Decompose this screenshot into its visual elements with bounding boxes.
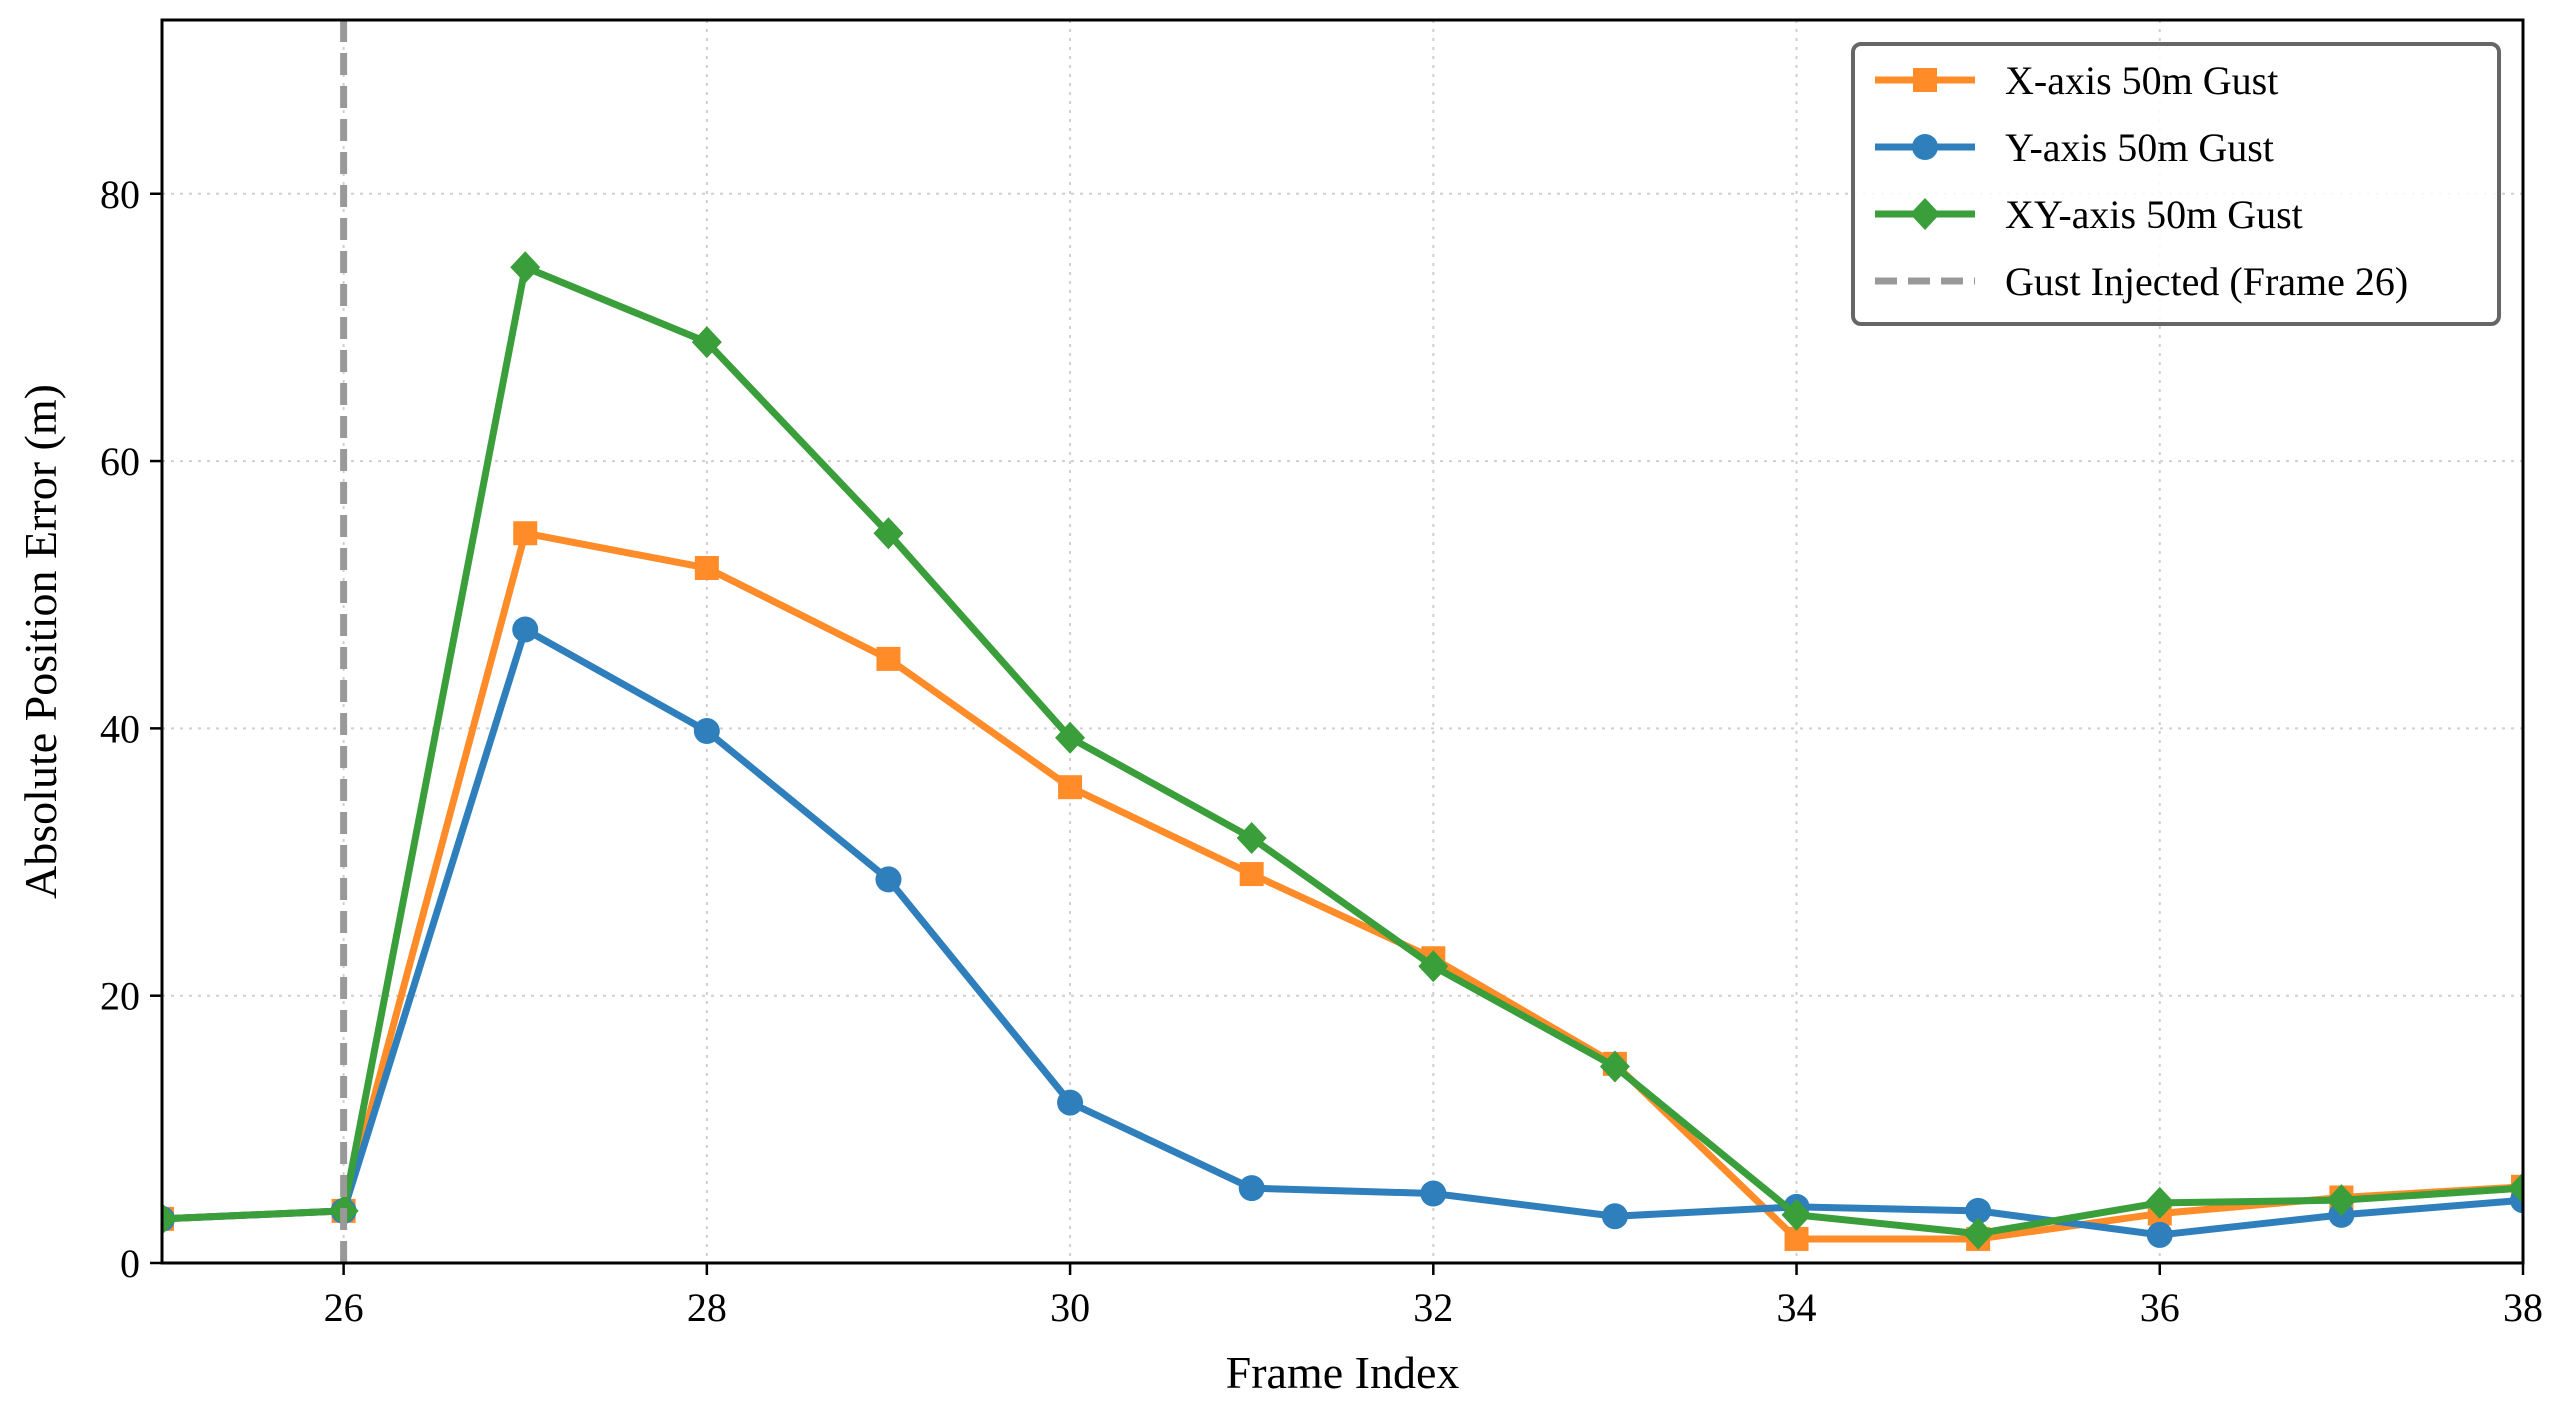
axis-ticks: 26 28 30 32 34 36 38 0 20 40 60 80 — [100, 172, 2543, 1330]
series-3-point — [1236, 821, 1267, 854]
series-2-point — [1057, 1089, 1084, 1116]
series-3-point — [1599, 1050, 1630, 1083]
series-3-point — [1055, 721, 1086, 754]
legend-entry: Gust Injected (Frame 26) — [1875, 259, 2408, 304]
series-3-point — [162, 1202, 177, 1235]
y-tick-label: 0 — [120, 1241, 140, 1286]
y-axis-title: Absolute Position Error (m) — [15, 384, 66, 899]
series-3-line — [162, 263, 2523, 1238]
legend-label: X-axis 50m Gust — [2005, 58, 2278, 103]
series-1-point — [1239, 862, 1264, 887]
series-2-point — [1420, 1180, 1447, 1207]
x-tick-label: 26 — [324, 1285, 364, 1330]
series-3-point — [2144, 1186, 2175, 1219]
y-tick-label: 60 — [100, 439, 140, 484]
series-3-point — [691, 326, 722, 359]
y-tick-label: 80 — [100, 172, 140, 217]
legend: X-axis 50m Gust Y-axis 50m Gust XY-axis 50… — [1851, 42, 2501, 326]
legend-entry: XY-axis 50m Gust — [1875, 192, 2303, 237]
series-3 — [162, 251, 2523, 1250]
x-tick-label: 36 — [2140, 1285, 2180, 1330]
series-1-point — [1784, 1226, 1809, 1251]
series-3-point — [2326, 1184, 2357, 1217]
series-3-point — [1418, 950, 1449, 983]
series-3-point — [510, 251, 541, 284]
legend-swatch-marker — [1912, 134, 1938, 160]
series-1-point — [876, 646, 901, 671]
series-1 — [162, 521, 2523, 1251]
series-layer — [162, 20, 2523, 1263]
series-2-point — [1965, 1197, 1992, 1224]
x-axis-title: Frame Index — [1226, 1347, 1460, 1398]
series-2-point — [875, 866, 902, 893]
legend-entry: X-axis 50m Gust — [1875, 58, 2278, 103]
series-3-point — [873, 517, 904, 550]
plot-frame — [160, 18, 2525, 1265]
legend-box — [1851, 42, 2501, 326]
series-2-point — [1238, 1175, 1265, 1202]
legend-label: XY-axis 50m Gust — [2005, 192, 2303, 237]
x-tick-label: 32 — [1413, 1285, 1453, 1330]
series-3-point — [1963, 1217, 1994, 1250]
x-tick-label: 28 — [687, 1285, 727, 1330]
series-2-point — [2146, 1221, 2173, 1248]
y-tick-label: 20 — [100, 974, 140, 1019]
x-tick-label: 30 — [1050, 1285, 1090, 1330]
series-1-point — [1058, 775, 1083, 800]
series-2-point — [512, 616, 539, 643]
legend-label: Gust Injected (Frame 26) — [2005, 259, 2408, 304]
series-2-point — [693, 718, 720, 745]
series-3-point — [2508, 1172, 2523, 1205]
legend-swatch-marker — [1910, 198, 1940, 230]
series-2 — [162, 616, 2523, 1248]
series-2-line — [162, 625, 2523, 1239]
legend-swatch-marker — [1913, 68, 1937, 92]
series-2-point — [1601, 1203, 1628, 1230]
x-tick-label: 38 — [2503, 1285, 2543, 1330]
series-1-point — [694, 555, 719, 580]
series-3-point — [1781, 1198, 1812, 1231]
series-1-line — [162, 529, 2523, 1243]
legend-entry: Y-axis 50m Gust — [1875, 125, 2274, 170]
y-tick-label: 40 — [100, 706, 140, 751]
series-1-point — [513, 521, 538, 546]
x-tick-label: 34 — [1777, 1285, 1817, 1330]
legend-label: Y-axis 50m Gust — [2005, 125, 2274, 170]
